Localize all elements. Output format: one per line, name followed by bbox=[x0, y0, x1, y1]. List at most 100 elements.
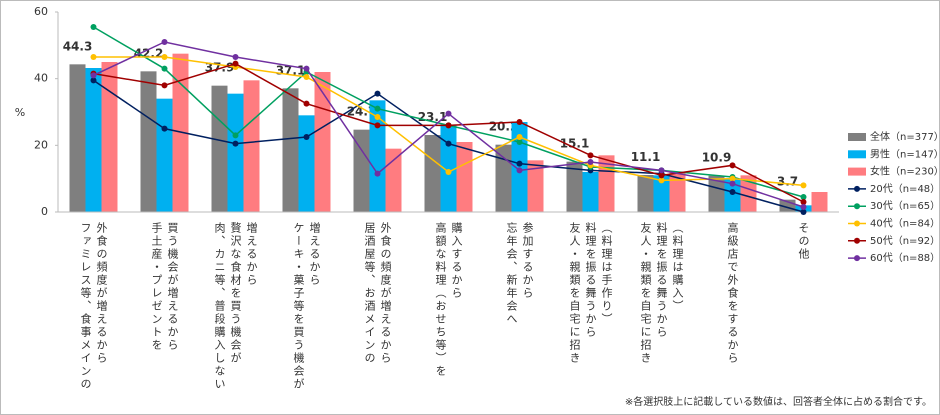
line-marker bbox=[445, 140, 452, 147]
line-marker bbox=[90, 77, 97, 84]
x-tick-label: 高級店で外食をするから bbox=[726, 221, 739, 365]
bar bbox=[708, 175, 725, 212]
bar bbox=[495, 144, 512, 212]
line-marker bbox=[374, 114, 381, 120]
bar bbox=[353, 129, 370, 212]
y-tick-label: 60 bbox=[34, 5, 48, 18]
data-label: 11.1 bbox=[631, 150, 661, 164]
legend-swatch bbox=[854, 237, 860, 244]
bar bbox=[740, 175, 757, 212]
x-tick-label: 肉、カニ等、普段購入しない 贅沢な食材を買う機会が 増えるから bbox=[213, 222, 258, 391]
bar bbox=[85, 68, 102, 212]
line-marker bbox=[445, 122, 452, 129]
bar bbox=[669, 172, 686, 212]
line-marker bbox=[303, 74, 310, 80]
legend-swatch bbox=[848, 167, 866, 176]
line-marker bbox=[445, 169, 452, 175]
bar bbox=[243, 80, 260, 212]
bar bbox=[566, 161, 583, 212]
line-marker bbox=[374, 90, 381, 97]
y-tick-label: 0 bbox=[41, 205, 48, 218]
bar bbox=[227, 93, 244, 212]
y-tick-label: 20 bbox=[34, 138, 48, 151]
x-tick-label: 友人・親類を自宅に招き 料理を振る舞うから （料理は手作り） bbox=[568, 221, 613, 365]
data-label: 44.3 bbox=[63, 39, 93, 53]
y-tick-label: 40 bbox=[34, 72, 48, 85]
footnote: ※各選択肢上に記載している数値は、回答者全体に占める割合です。 bbox=[625, 395, 932, 408]
line-marker bbox=[729, 189, 736, 195]
line-marker bbox=[516, 160, 523, 167]
line-marker bbox=[658, 177, 665, 184]
legend-label: 40代（n=84） bbox=[870, 218, 940, 230]
x-tick-label: その他 bbox=[797, 222, 810, 261]
bar bbox=[440, 125, 457, 212]
line-marker bbox=[374, 105, 381, 112]
bar bbox=[156, 98, 173, 212]
bar bbox=[637, 175, 654, 212]
line-marker bbox=[516, 119, 523, 125]
x-tick-label: 友人・親類を自宅に招き 料理を振る舞うから （料理は購入） bbox=[639, 221, 684, 365]
x-tick-label: 手土産・プレゼントを 買う機会が増えるから bbox=[150, 221, 179, 352]
bar bbox=[582, 172, 599, 212]
legend-swatch bbox=[854, 203, 860, 210]
legend-label: 女性（n=230） bbox=[870, 165, 940, 178]
data-label: 15.1 bbox=[560, 137, 590, 151]
data-label: 10.9 bbox=[702, 151, 732, 165]
data-label: 3.7 bbox=[777, 175, 798, 189]
line-marker bbox=[161, 39, 168, 45]
x-tick-label: 高額な料理（おせち等）を 購入するから bbox=[434, 221, 463, 378]
bar bbox=[456, 142, 473, 212]
line-marker bbox=[729, 175, 736, 182]
line-marker bbox=[90, 54, 97, 60]
legend-label: 30代（n=65） bbox=[870, 200, 940, 212]
bar bbox=[282, 88, 299, 212]
y-axis-label: % bbox=[15, 106, 25, 119]
legend-swatch bbox=[848, 133, 866, 141]
line-marker bbox=[587, 152, 594, 159]
legend-label: 全体（n=377） bbox=[870, 130, 940, 143]
legend-label: 男性（n=147） bbox=[870, 147, 940, 160]
line-marker bbox=[303, 134, 310, 140]
bar bbox=[653, 175, 670, 212]
bar bbox=[385, 148, 402, 212]
legend-swatch bbox=[854, 220, 860, 227]
legend-swatch bbox=[854, 255, 860, 262]
line-marker bbox=[587, 159, 594, 165]
bar bbox=[211, 85, 228, 212]
bar bbox=[811, 192, 828, 212]
x-tick-label: 居酒屋等、お酒メインの 外食の頻度が増えるから bbox=[363, 222, 392, 365]
line-marker bbox=[232, 60, 239, 67]
line-marker bbox=[800, 182, 807, 189]
line-marker bbox=[161, 65, 168, 72]
line-marker bbox=[516, 134, 523, 140]
line-marker bbox=[161, 125, 168, 132]
line-marker bbox=[161, 82, 168, 89]
line-marker bbox=[800, 209, 807, 215]
line-marker bbox=[800, 194, 807, 200]
x-tick-label: ファミレス等、食事メインの 外食の頻度が増えるから bbox=[79, 222, 108, 391]
line-marker bbox=[303, 65, 310, 72]
line-marker bbox=[729, 180, 736, 187]
line-marker bbox=[800, 204, 807, 210]
line-marker bbox=[658, 167, 665, 174]
line-marker bbox=[303, 100, 310, 107]
bar bbox=[298, 115, 315, 212]
legend-swatch bbox=[848, 150, 866, 159]
line-marker bbox=[374, 170, 381, 177]
legend-label: 50代（n=92） bbox=[870, 235, 940, 247]
line-marker bbox=[232, 132, 239, 139]
line-marker bbox=[161, 54, 168, 60]
line-marker bbox=[800, 199, 807, 205]
line-marker bbox=[516, 139, 523, 145]
bar bbox=[369, 100, 386, 212]
legend-label: 20代（n=48） bbox=[870, 183, 940, 195]
line-marker bbox=[516, 167, 523, 174]
legend-label: 60代（n=88） bbox=[870, 252, 940, 264]
legend-swatch bbox=[854, 185, 860, 192]
line-marker bbox=[90, 72, 97, 79]
line-marker bbox=[374, 122, 381, 129]
bar bbox=[511, 122, 528, 212]
line-marker bbox=[232, 140, 239, 147]
